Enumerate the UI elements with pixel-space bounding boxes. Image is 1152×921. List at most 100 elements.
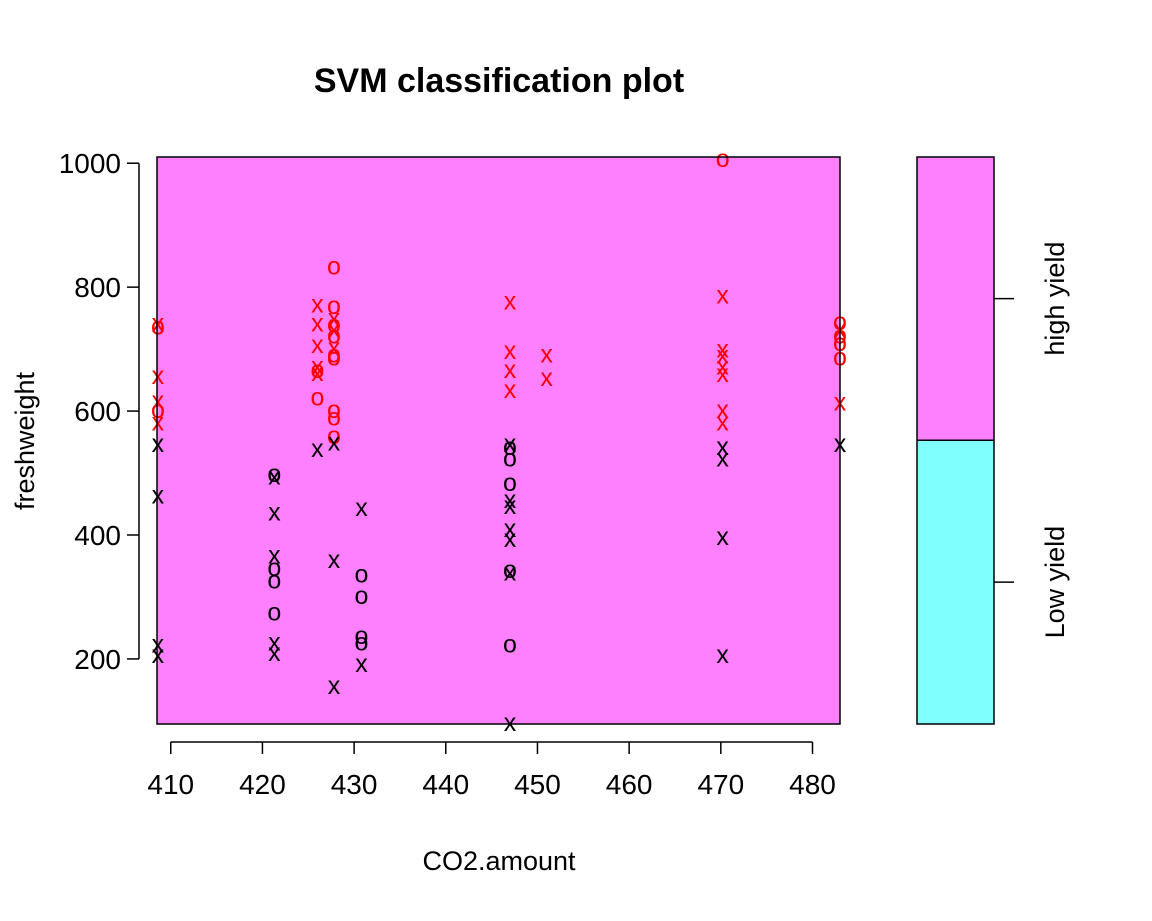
data-point-cross: x [268, 639, 281, 667]
chart-title: SVM classification plot [314, 62, 684, 100]
data-point-circle: o [267, 599, 281, 627]
data-point-circle: o [267, 566, 281, 594]
data-point-cross: x [152, 408, 165, 436]
data-point-cross: x [311, 353, 324, 381]
data-point-cross: x [504, 486, 517, 514]
data-point-circle: o [327, 396, 341, 424]
data-point-cross: x [328, 304, 341, 332]
data-point-cross: x [268, 542, 281, 570]
data-point-circle: o [503, 433, 517, 461]
data-point-cross: x [504, 709, 517, 737]
key-frame [916, 156, 995, 725]
data-point-cross: x [268, 462, 281, 490]
data-point-cross: x [716, 281, 729, 309]
data-point-circle: o [310, 356, 324, 384]
data-point-cross: x [355, 494, 368, 522]
data-point-cross: x [152, 430, 165, 458]
data-point-cross: x [540, 340, 553, 368]
data-point-cross: x [716, 342, 729, 370]
x-axis: 410 420 430 440 450 460 470 480 [147, 741, 836, 800]
data-point-cross: x [716, 335, 729, 363]
data-point-cross: x [716, 360, 729, 388]
data-point-circle: o [267, 554, 281, 582]
y-tick-label: 600 [74, 396, 121, 427]
x-tick-label: 470 [697, 769, 744, 800]
data-point-cross: x [716, 396, 729, 424]
y-tick-label: 200 [74, 644, 121, 675]
data-point-cross: x [504, 515, 517, 543]
data-point-cross: x [328, 334, 341, 362]
data-point-circle: o [327, 322, 341, 350]
plot-panel: xoxxoxxxxxoxoooxoxoxoooooxxxxxxoxxxxxxxo… [151, 145, 847, 737]
x-tick-label: 440 [422, 769, 469, 800]
data-point-cross: x [311, 309, 324, 337]
data-point-circle: o [503, 469, 517, 497]
data-point-cross: x [716, 433, 729, 461]
data-point-cross: x [311, 291, 324, 319]
data-point-cross: x [504, 356, 517, 384]
data-point-cross: x [716, 408, 729, 436]
data-point-circle: o [354, 622, 368, 650]
x-tick-label: 460 [606, 769, 653, 800]
data-point-cross: x [716, 523, 729, 551]
key-label: high yield [1040, 242, 1070, 356]
data-point-cross: x [268, 498, 281, 526]
data-point-cross: x [716, 641, 729, 669]
data-point-circle: o [503, 444, 517, 472]
key-swatch-low-yield [917, 440, 994, 724]
data-point-cross: x [504, 558, 517, 586]
key-swatch-high-yield [917, 157, 994, 441]
data-point-cross: x [328, 546, 341, 574]
data-point-cross: x [716, 444, 729, 472]
x-tick-label: 420 [239, 769, 286, 800]
data-point-circle: o [354, 582, 368, 610]
data-point-cross: x [355, 650, 368, 678]
x-tick-label: 450 [514, 769, 561, 800]
y-tick-label: 400 [74, 520, 121, 551]
data-point-circle: o [267, 460, 281, 488]
data-point-cross: x [540, 364, 553, 392]
data-point-cross: x [152, 362, 165, 390]
data-point-cross: x [268, 628, 281, 656]
high-yield-region [157, 157, 840, 724]
data-point-cross: x [504, 525, 517, 553]
y-tick-label: 1000 [59, 148, 121, 179]
data-point-cross: x [311, 359, 324, 387]
data-point-cross: x [328, 672, 341, 700]
y-axis: 200 400 600 800 1000 [59, 148, 140, 675]
data-point-circle: o [354, 628, 368, 656]
data-point-cross: x [504, 430, 517, 458]
data-point-cross: x [152, 641, 165, 669]
y-tick-label: 800 [74, 272, 121, 303]
x-tick-label: 410 [147, 769, 194, 800]
data-point-circle: o [716, 145, 730, 173]
data-point-cross: x [504, 288, 517, 316]
data-points: xoxxoxxxxxoxoooxoxoxoooooxxxxxxoxxxxxxxo… [151, 145, 847, 737]
key-label: Low yield [1040, 526, 1070, 639]
data-point-circle: o [310, 384, 324, 412]
data-point-cross: x [152, 630, 165, 658]
y-axis-label: freshweight [10, 371, 40, 510]
data-point-cross: x [152, 387, 165, 415]
data-point-cross: x [328, 316, 341, 344]
data-point-circle: o [327, 340, 341, 368]
data-point-cross: x [504, 376, 517, 404]
data-point-cross: x [328, 428, 341, 456]
data-point-circle: o [503, 556, 517, 584]
data-point-cross: x [504, 492, 517, 520]
data-point-circle: o [327, 422, 341, 450]
data-point-circle: o [151, 312, 165, 340]
data-point-circle: o [327, 343, 341, 371]
data-point-cross: x [152, 309, 165, 337]
data-point-circle: o [151, 396, 165, 424]
plot-frame [156, 156, 841, 725]
x-tick-label: 430 [331, 769, 378, 800]
data-point-cross: x [152, 482, 165, 510]
data-point-cross: x [504, 337, 517, 365]
x-tick-label: 480 [789, 769, 836, 800]
data-point-cross: x [311, 331, 324, 359]
data-point-circle: o [503, 630, 517, 658]
data-point-circle: o [327, 311, 341, 339]
data-point-cross: x [311, 435, 324, 463]
